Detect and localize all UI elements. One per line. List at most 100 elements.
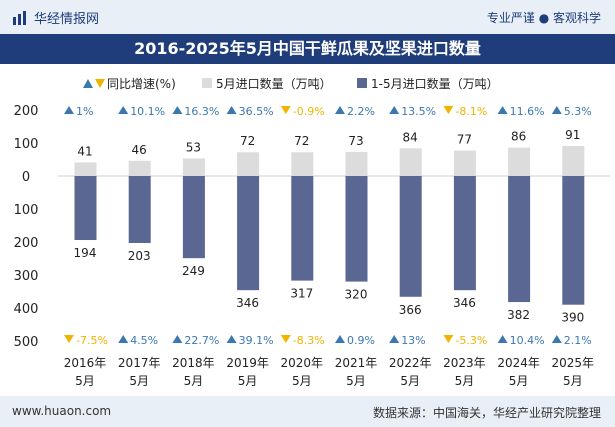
y-tick-label: 300 (14, 269, 39, 284)
category-label-month: 5月 (129, 374, 149, 388)
bar-month (237, 152, 260, 176)
category-label-month: 5月 (292, 374, 312, 388)
growth-bottom-label: -8.3% (293, 334, 325, 347)
footer-website[interactable]: www.huaon.com (12, 404, 112, 418)
bar-cumulative (453, 176, 476, 291)
bar-month (562, 145, 585, 176)
bar-month-label: 41 (77, 144, 92, 158)
category-label-month: 5月 (75, 374, 95, 388)
bar-month-label: 46 (132, 143, 147, 157)
bar-month-label: 53 (186, 141, 201, 155)
bar-cumulative (128, 176, 151, 243)
growth-up-icon (226, 335, 237, 343)
category-label-year: 2025年 (552, 356, 595, 370)
growth-bottom-label: 0.9% (347, 334, 375, 347)
category-label-month: 5月 (238, 374, 258, 388)
bar-cumulative-label: 346 (236, 296, 259, 310)
growth-top-label: -8.1% (455, 105, 487, 118)
growth-down-icon (280, 106, 291, 114)
bar-month-label: 91 (565, 128, 580, 142)
brand[interactable]: 华经情报网 (12, 8, 99, 27)
growth-bottom-label: 39.1% (239, 334, 274, 347)
growth-up-icon (335, 335, 345, 343)
category-label-month: 5月 (400, 374, 420, 388)
bar-cumulative-label: 382 (507, 308, 530, 322)
growth-down-icon (443, 106, 454, 114)
category-label-month: 5月 (563, 374, 583, 388)
category-label-year: 2022年 (389, 356, 432, 370)
bar-month (399, 148, 422, 176)
bar-cumulative (74, 176, 97, 241)
bar-month (128, 160, 151, 176)
growth-top-label: -0.9% (293, 105, 325, 118)
growth-down-icon (280, 335, 291, 343)
legend-month-swatch (202, 78, 212, 88)
growth-bottom-label: 10.4% (510, 334, 545, 347)
category-label-year: 2021年 (335, 356, 378, 370)
bar-cumulative (291, 176, 314, 281)
category-label-month: 5月 (346, 374, 366, 388)
bar-cumulative (508, 176, 531, 303)
growth-bottom-label: 22.7% (184, 334, 219, 347)
bar-cumulative-label: 346 (453, 296, 476, 310)
category-label-year: 2023年 (443, 356, 486, 370)
bar-month-label: 72 (294, 134, 309, 148)
bar-cumulative-label: 249 (182, 264, 205, 278)
brand-name: 华经情报网 (34, 12, 100, 27)
growth-top-label: 16.3% (184, 105, 219, 118)
bar-cumulative-label: 203 (128, 249, 151, 263)
growth-bottom-label: 13% (401, 334, 425, 347)
bar-cumulative-label: 194 (74, 246, 97, 260)
growth-up-icon (172, 335, 183, 343)
y-tick-label: 400 (14, 302, 39, 317)
slogan: 专业严谨 ● 客观科学 (486, 11, 601, 25)
legend-cumulative-swatch (357, 78, 367, 88)
bar-month-label: 84 (403, 130, 418, 144)
bar-month-label: 73 (348, 134, 363, 148)
category-label-year: 2016年 (64, 356, 107, 370)
growth-up-icon (497, 106, 508, 114)
growth-top-label: 2.2% (347, 105, 375, 118)
bar-month-label: 86 (511, 130, 526, 144)
bar-cumulative-label: 390 (561, 311, 584, 325)
legend-growth-label: 同比增速(%) (107, 77, 176, 91)
chart-title: 2016-2025年5月中国干鲜瓜果及坚果进口数量 (0, 34, 615, 64)
bar-month (291, 152, 314, 176)
bar-month (508, 147, 531, 176)
y-tick-label: 100 (14, 137, 39, 152)
top-bar: 华经情报网 专业严谨 ● 客观科学 (0, 0, 615, 34)
chart: 同比增速(%) 5月进口数量（万吨） 1-5月进口数量（万吨） 200 100 0 100… (14, 76, 610, 388)
growth-top-label: 11.6% (510, 105, 545, 118)
growth-up-icon (118, 106, 129, 114)
bar-cumulative (182, 176, 205, 259)
growth-up-icon (226, 106, 237, 114)
bar-month (74, 162, 97, 176)
category-label-year: 2018年 (172, 356, 215, 370)
category-label-month: 5月 (184, 374, 204, 388)
logo-icon (13, 10, 26, 25)
category-label-year: 2017年 (118, 356, 161, 370)
legend-down-icon (95, 79, 105, 88)
legend-cumulative-label: 1-5月进口数量（万吨） (371, 76, 499, 91)
bar-cumulative-label: 366 (399, 303, 422, 317)
growth-top-label: 13.5% (401, 105, 436, 118)
legend: 同比增速(%) 5月进口数量（万吨） 1-5月进口数量（万吨） (83, 76, 499, 91)
bar-cumulative-label: 320 (345, 288, 368, 302)
bar-cumulative (345, 176, 368, 282)
growth-down-icon (443, 335, 454, 343)
growth-top-label: 36.5% (239, 105, 274, 118)
growth-bottom-label: -5.3% (455, 334, 487, 347)
y-tick-label: 0 (22, 170, 30, 185)
bar-month-label: 72 (240, 134, 255, 148)
category-label-year: 2019年 (226, 356, 269, 370)
growth-bottom-label: 2.1% (564, 334, 592, 347)
footer-source: 数据来源：中国海关，华经产业研究院整理 (372, 406, 601, 420)
growth-up-icon (551, 335, 562, 343)
growth-up-icon (551, 106, 562, 114)
bar-cumulative (562, 176, 585, 305)
legend-up-icon (83, 79, 93, 88)
growth-up-icon (118, 335, 129, 343)
category-label-month: 5月 (509, 374, 529, 388)
growth-up-icon (389, 106, 400, 114)
growth-up-icon (497, 335, 508, 343)
